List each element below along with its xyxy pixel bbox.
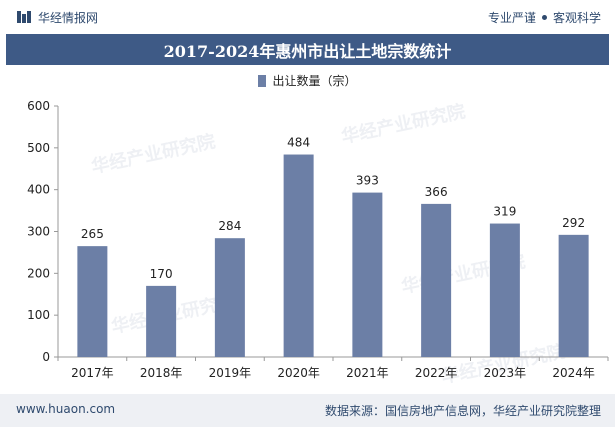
- slogan-tag-2: 客观科学: [552, 11, 601, 25]
- bar: [214, 238, 245, 357]
- y-tick-label: 0: [42, 350, 50, 364]
- data-label: 284: [218, 219, 241, 233]
- footer-source: 数据来源：国信房地产信息网，华经产业研究院整理: [324, 404, 601, 418]
- bar: [558, 234, 589, 357]
- bullet-dot-icon: [541, 15, 547, 20]
- bar: [77, 246, 108, 357]
- y-tick-label: 100: [27, 308, 50, 322]
- data-label: 292: [562, 216, 585, 230]
- data-label: 366: [425, 185, 448, 199]
- bar-chart: 0 100 200 300 400 500 600 265 2017年 170 2018年 284 20…: [27, 99, 609, 380]
- x-tick-label: 2023年: [484, 366, 527, 380]
- data-label: 393: [356, 174, 379, 188]
- bar: [489, 223, 520, 357]
- data-label: 319: [493, 205, 516, 219]
- brand-logo-icon: [17, 11, 31, 23]
- footer-url[interactable]: www.huaon.com: [16, 402, 116, 416]
- x-tick-label: 2022年: [415, 366, 458, 380]
- slogan: 专业严谨 客观科学: [488, 9, 601, 26]
- data-label: 265: [81, 227, 104, 241]
- x-tick-label: 2021年: [346, 366, 389, 380]
- top-bar: 华经情报网 专业严谨 客观科学: [0, 0, 615, 34]
- y-tick-label: 500: [27, 141, 50, 155]
- y-tick-label: 300: [27, 225, 50, 239]
- data-label: 170: [150, 267, 173, 281]
- bar: [283, 154, 314, 357]
- x-tick-label: 2024年: [552, 366, 595, 380]
- x-tick-label: 2017年: [71, 366, 114, 380]
- bar: [352, 192, 383, 357]
- data-label: 484: [287, 136, 310, 150]
- y-tick-label: 400: [27, 183, 50, 197]
- bar: [421, 203, 452, 357]
- y-tick-label: 200: [27, 266, 50, 280]
- legend-label: 出让数量（宗）: [272, 74, 357, 88]
- brand[interactable]: 华经情报网: [16, 8, 98, 26]
- x-tick-label: 2019年: [209, 366, 252, 380]
- bar: [146, 285, 177, 357]
- legend-swatch: [258, 74, 267, 87]
- chart-title-bar: 2017-2024年惠州市出让土地宗数统计: [6, 34, 609, 65]
- slogan-tag-1: 专业严谨: [487, 11, 536, 25]
- x-tick-label: 2020年: [277, 366, 320, 380]
- x-tick-label: 2018年: [140, 366, 183, 380]
- legend: 出让数量（宗）: [0, 72, 615, 89]
- chart-title: 2017-2024年惠州市出让土地宗数统计: [163, 41, 452, 61]
- y-tick-label: 600: [27, 99, 50, 113]
- footer: www.huaon.com 数据来源：国信房地产信息网，华经产业研究院整理: [0, 394, 615, 427]
- brand-name: 华经情报网: [38, 10, 99, 25]
